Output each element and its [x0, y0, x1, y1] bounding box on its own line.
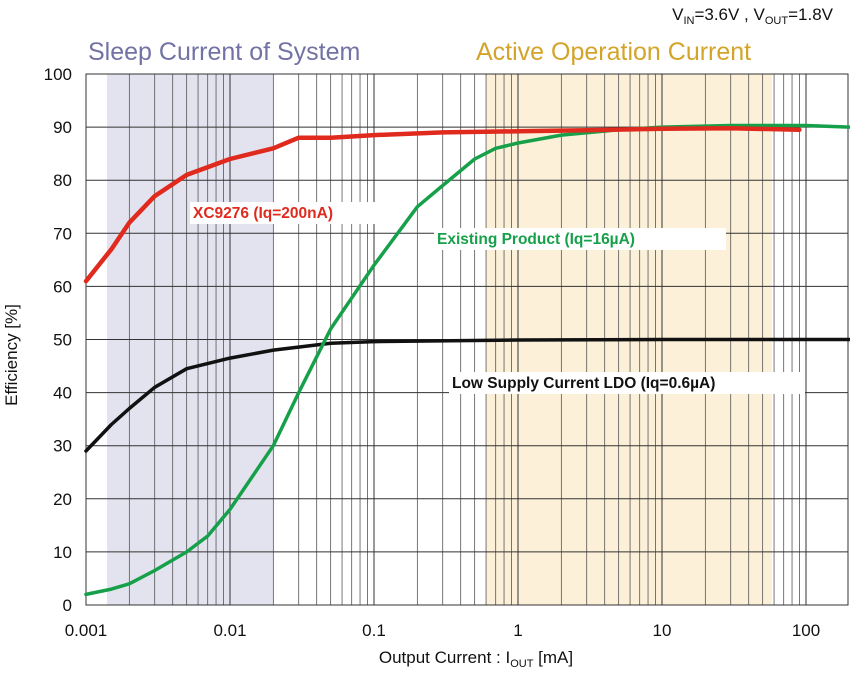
y-tick-label: 30	[53, 437, 72, 456]
series-label-0: XC9276 (Iq=200nA)	[193, 205, 333, 222]
y-tick-label: 90	[53, 118, 72, 137]
x-tick-label: 100	[792, 621, 820, 640]
region-title: Active Operation Current	[476, 38, 751, 66]
condition-label: VIN=3.6V , VOUT=1.8V	[672, 5, 834, 27]
x-tick-label: 0.001	[65, 621, 108, 640]
series-line-2	[84, 337, 850, 453]
y-tick-label: 70	[53, 224, 72, 243]
y-tick-label: 20	[53, 490, 72, 509]
series-line-0	[83, 125, 802, 284]
y-tick-label: 50	[53, 331, 72, 350]
y-axis-label: Efficiency [%]	[2, 304, 21, 406]
annotation-background	[434, 228, 726, 250]
y-tick-label: 80	[53, 171, 72, 190]
y-tick-label: 10	[53, 543, 72, 562]
annotation-background	[449, 372, 805, 394]
x-tick-label: 10	[653, 621, 672, 640]
x-tick-label: 1	[513, 621, 522, 640]
y-tick-label: 100	[44, 65, 72, 84]
y-tick-label: 40	[53, 384, 72, 403]
y-tick-label: 0	[63, 596, 72, 615]
x-tick-label: 0.1	[362, 621, 386, 640]
series-label-2: Low Supply Current LDO (Iq=0.6µA)	[452, 375, 715, 392]
x-axis-label: Output Current : IOUT [mA]	[379, 648, 573, 670]
region-title: Sleep Current of System	[88, 38, 360, 66]
x-tick-label: 0.01	[213, 621, 246, 640]
annotation-background	[190, 202, 383, 224]
y-tick-label: 60	[53, 277, 72, 296]
series-label-1: Existing Product (Iq=16µA)	[437, 231, 635, 248]
